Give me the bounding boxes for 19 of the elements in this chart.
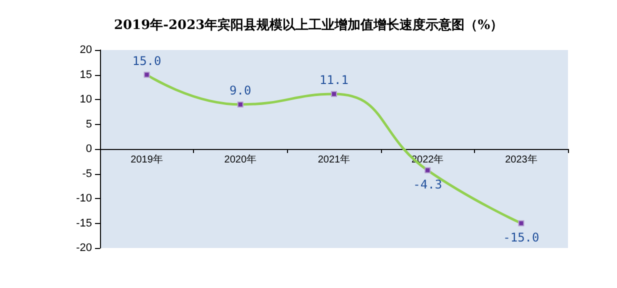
y-tick-label: -10: [76, 192, 92, 204]
data-label: 15.0: [132, 54, 162, 68]
x-tick-label: 2023年: [505, 154, 538, 166]
y-tick-label: 0: [86, 143, 92, 155]
data-label: 9.0: [230, 83, 252, 98]
y-tick-label: 15: [80, 68, 92, 81]
y-tick-label: 20: [80, 44, 92, 56]
x-tick-label: 2021年: [318, 154, 350, 166]
y-tick-label: -15: [76, 217, 92, 230]
chart-title: 2019年-2023年宾阳县规模以上工业增加值增长速度示意图（%）: [114, 17, 504, 33]
data-label: 11.1: [320, 73, 348, 88]
data-label: -15.0: [503, 230, 540, 244]
y-tick-label: -20: [76, 242, 92, 254]
y-tick-label: 5: [86, 118, 92, 130]
y-tick-label: 10: [80, 94, 92, 106]
y-tick-label: -5: [82, 168, 92, 180]
x-tick-label: 2019年: [130, 154, 163, 166]
x-tick-label: 2020年: [224, 154, 257, 166]
data-label: -4.3: [413, 177, 442, 192]
